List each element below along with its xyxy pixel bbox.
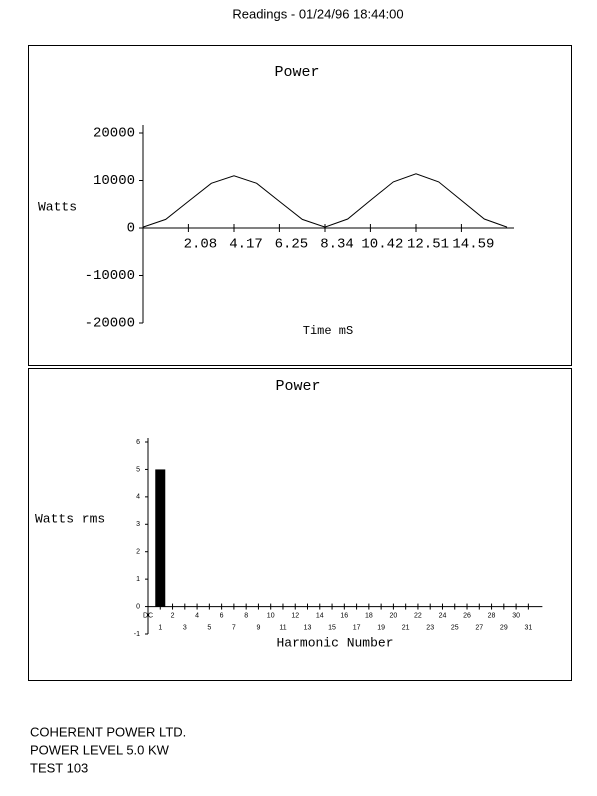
y-tick-label: -1 [134, 631, 140, 638]
y-tick-label: 20000 [93, 126, 135, 142]
x-tick-label: 15 [328, 624, 336, 631]
footer-line: POWER LEVEL 5.0 KW [30, 742, 170, 757]
x-tick-label: 26 [463, 612, 471, 619]
x-axis-label: Harmonic Number [276, 635, 393, 650]
footer-line: TEST 103 [30, 760, 88, 775]
x-tick-label: 27 [475, 624, 483, 631]
y-tick-label: 2 [136, 549, 140, 556]
x-tick-label: 31 [524, 624, 532, 631]
x-tick-label: 10 [267, 612, 275, 619]
panel-frame [28, 45, 572, 366]
y-tick-label: -20000 [85, 316, 135, 332]
x-tick-label: 6 [220, 612, 224, 619]
x-tick-label: 16 [340, 612, 348, 619]
x-tick-label: 19 [377, 624, 385, 631]
x-tick-label: 29 [500, 624, 508, 631]
x-tick-label: 8.34 [320, 237, 354, 253]
x-tick-label: 4 [195, 612, 199, 619]
y-tick-label: 1 [136, 576, 140, 583]
x-tick-label: 17 [353, 624, 361, 631]
y-tick-label: 3 [136, 521, 140, 528]
bar [155, 469, 166, 607]
x-tick-label: 28 [488, 612, 496, 619]
y-tick-label: 5 [136, 466, 140, 473]
x-tick-label: 6.25 [275, 237, 309, 253]
x-tick-label: 1 [158, 624, 162, 631]
x-tick-label: 2.08 [184, 237, 218, 253]
x-tick-label: 7 [232, 624, 236, 631]
chart-title: Power [274, 64, 319, 81]
x-tick-label: 20 [390, 612, 398, 619]
x-tick-label: 24 [439, 612, 447, 619]
x-tick-label: 21 [402, 624, 410, 631]
footer-line: COHERENT POWER LTD. [30, 724, 186, 739]
x-tick-label: 23 [426, 624, 434, 631]
x-tick-label: 12.51 [407, 237, 449, 253]
y-tick-label: -10000 [85, 268, 135, 284]
x-tick-label: 13 [304, 624, 312, 631]
x-tick-label: 14.59 [452, 237, 494, 253]
y-tick-label: 6 [136, 439, 140, 446]
y-axis-label: Watts rms [35, 511, 105, 526]
x-tick-label: 3 [183, 624, 187, 631]
panel-frame [28, 368, 572, 681]
x-tick-label: 14 [316, 612, 324, 619]
x-tick-label: 9 [256, 624, 260, 631]
y-tick-label: 4 [136, 494, 140, 501]
x-tick-label: 10.42 [361, 237, 403, 253]
x-tick-label: 4.17 [229, 237, 263, 253]
chart-title: Power [275, 378, 320, 395]
x-tick-label: 25 [451, 624, 459, 631]
data-line [142, 173, 508, 228]
x-tick-label: 12 [291, 612, 299, 619]
x-tick-label: 8 [244, 612, 248, 619]
y-tick-label: 10000 [93, 173, 135, 189]
y-tick-label: 0 [127, 221, 135, 237]
x-tick-label: 22 [414, 612, 422, 619]
x-tick-label: 5 [207, 624, 211, 631]
y-tick-label: 0 [136, 603, 140, 610]
page-title: Readings - 01/24/96 18:44:00 [232, 6, 403, 21]
x-axis-label: Time mS [303, 324, 353, 338]
x-tick-label: DC [143, 612, 153, 619]
x-tick-label: 11 [279, 624, 286, 631]
x-tick-label: 30 [512, 612, 520, 619]
x-tick-label: 18 [365, 612, 373, 619]
x-tick-label: 2 [171, 612, 175, 619]
y-axis-label: Watts [38, 199, 77, 214]
